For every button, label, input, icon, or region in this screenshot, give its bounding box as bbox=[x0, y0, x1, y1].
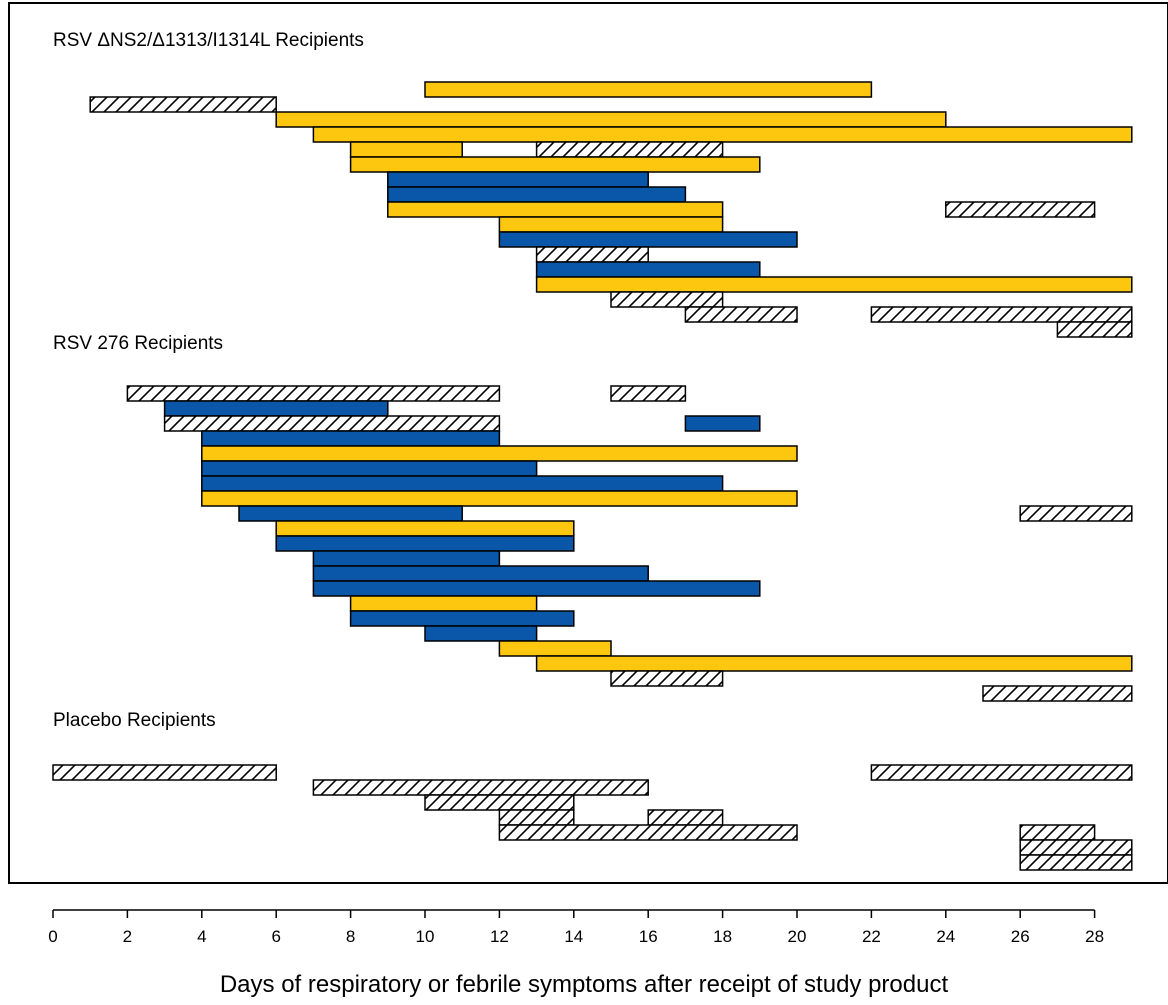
symptom-bar-blue bbox=[387, 186, 687, 203]
symptom-bar-hatched bbox=[1019, 839, 1133, 856]
symptom-bar-yellow bbox=[275, 111, 947, 128]
symptom-bar-yellow bbox=[498, 216, 724, 233]
symptom-bar-yellow bbox=[275, 520, 575, 537]
symptom-bar-blue bbox=[312, 550, 501, 567]
symptom-bar-yellow bbox=[387, 201, 724, 218]
symptom-bar-hatched bbox=[163, 415, 501, 432]
group-labels: RSV ΔNS2/Δ1313/I1314L Recipients RSV 276 … bbox=[53, 30, 364, 731]
symptom-bar-yellow bbox=[349, 141, 463, 158]
symptom-bar-hatched bbox=[610, 385, 687, 402]
symptom-bar-yellow bbox=[535, 655, 1133, 672]
symptom-bar-hatched bbox=[535, 246, 649, 263]
x-tick-label: 22 bbox=[862, 927, 881, 946]
symptom-bar-yellow bbox=[424, 81, 873, 98]
symptom-bar-hatched bbox=[1019, 854, 1133, 871]
group-label: RSV 276 Recipients bbox=[53, 333, 223, 354]
symptom-bar-blue bbox=[312, 565, 649, 582]
symptom-bar-hatched bbox=[610, 291, 724, 308]
x-axis: 0 2 4 6 8 10 12 14 16 18 20 22 24 26 28 bbox=[48, 909, 1104, 946]
symptom-bar-blue bbox=[201, 430, 501, 447]
x-tick-label: 12 bbox=[490, 927, 509, 946]
symptom-bar-hatched bbox=[1019, 824, 1096, 841]
x-tick-label: 8 bbox=[346, 927, 355, 946]
symptom-bar-blue bbox=[424, 625, 538, 642]
x-tick-label: 20 bbox=[788, 927, 807, 946]
x-tick-label: 6 bbox=[271, 927, 280, 946]
x-tick-label: 4 bbox=[197, 927, 206, 946]
symptom-bar-blue bbox=[387, 171, 649, 188]
symptom-bar-hatched bbox=[945, 201, 1096, 218]
symptom-bar-hatched bbox=[498, 824, 798, 841]
x-tick-label: 0 bbox=[48, 927, 57, 946]
symptom-bar-blue bbox=[163, 400, 389, 417]
symptom-bar-blue bbox=[535, 261, 761, 278]
bars-layer bbox=[52, 81, 1133, 871]
symptom-bar-hatched bbox=[424, 794, 575, 811]
symptom-bar-hatched bbox=[647, 809, 724, 826]
x-tick-label: 26 bbox=[1011, 927, 1030, 946]
symptom-bar-yellow bbox=[201, 445, 798, 462]
symptom-bar-yellow bbox=[349, 595, 538, 612]
symptom-bar-hatched bbox=[312, 779, 649, 796]
symptom-bar-yellow bbox=[349, 156, 761, 173]
group-label: Placebo Recipients bbox=[53, 710, 216, 731]
symptom-bar-hatched bbox=[498, 809, 575, 826]
symptom-bar-yellow bbox=[201, 490, 798, 507]
symptom-bar-blue bbox=[684, 415, 761, 432]
x-tick-label: 18 bbox=[713, 927, 732, 946]
symptom-bar-hatched bbox=[870, 306, 1133, 323]
group-label: RSV ΔNS2/Δ1313/I1314L Recipients bbox=[53, 30, 364, 51]
x-axis-title: Days of respiratory or febrile symptoms … bbox=[220, 971, 949, 998]
symptom-bar-hatched bbox=[1019, 505, 1133, 522]
symptom-bar-blue bbox=[201, 475, 724, 492]
x-tick-label: 14 bbox=[564, 927, 583, 946]
symptom-bar-yellow bbox=[535, 276, 1133, 293]
symptom-bar-hatched bbox=[89, 96, 277, 113]
x-tick-label: 10 bbox=[416, 927, 435, 946]
symptom-bar-blue bbox=[201, 460, 538, 477]
symptom-bar-hatched bbox=[610, 670, 724, 687]
symptom-bar-blue bbox=[312, 580, 761, 597]
x-tick-label: 2 bbox=[123, 927, 132, 946]
symptom-bar-yellow bbox=[498, 640, 612, 657]
plot-frame bbox=[8, 2, 1168, 884]
x-tick-label: 24 bbox=[936, 927, 955, 946]
symptom-bar-hatched bbox=[52, 764, 277, 781]
symptom-bar-hatched bbox=[535, 141, 724, 158]
symptom-bar-hatched bbox=[684, 306, 798, 323]
x-tick-label: 16 bbox=[639, 927, 658, 946]
symptom-bar-hatched bbox=[870, 764, 1133, 781]
x-tick-label: 28 bbox=[1085, 927, 1104, 946]
symptom-bar-hatched bbox=[1056, 321, 1133, 338]
symptom-bar-hatched bbox=[982, 685, 1133, 702]
symptom-bar-blue bbox=[238, 505, 463, 522]
symptom-bar-yellow bbox=[312, 126, 1133, 143]
symptom-bar-hatched bbox=[126, 385, 501, 402]
symptom-bar-blue bbox=[275, 535, 575, 552]
symptom-bar-blue bbox=[498, 231, 798, 248]
symptom-bar-blue bbox=[349, 610, 575, 627]
